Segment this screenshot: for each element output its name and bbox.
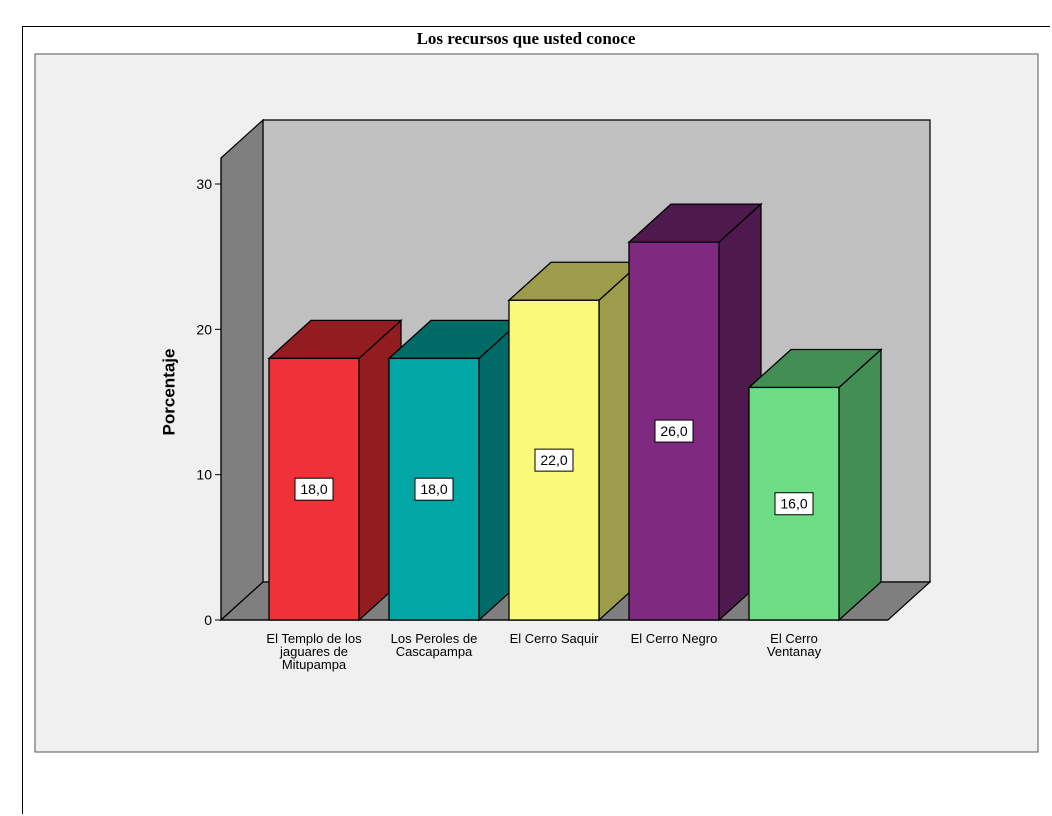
data-label-text: 16,0 — [780, 496, 807, 512]
bar: 18,0 — [267, 318, 403, 622]
data-label-box — [654, 419, 694, 443]
data-label-text: 18,0 — [300, 481, 327, 497]
y-axis-label: Porcentaje — [159, 349, 178, 436]
y-tick-label: 10 — [196, 467, 212, 483]
data-label: 16,0 — [774, 492, 814, 516]
data-label-text: 22,0 — [540, 452, 567, 468]
chart-title: Los recursos que usted conoce — [416, 29, 636, 48]
x-tick-label-line: Mitupampa — [282, 657, 347, 672]
data-label-text: 26,0 — [660, 423, 687, 439]
x-tick-label-line: Ventanay — [767, 644, 822, 659]
x-tick-label-line: El Templo de los — [266, 631, 362, 646]
data-label-box — [774, 492, 814, 516]
x-tick-label: El Templo de los jaguares de Mitupampa — [266, 631, 362, 672]
data-label-text: 18,0 — [420, 481, 447, 497]
y-tick-label: 30 — [196, 176, 212, 192]
x-tick-label-line: El Cerro Negro — [631, 631, 718, 646]
x-tick-label: El Cerro Negro — [631, 631, 718, 646]
x-tick-label-line: Los Peroles de — [391, 631, 478, 646]
side-wall — [220, 118, 264, 622]
x-axis: El Templo de los jaguares de Mitupampa Los … — [266, 631, 821, 672]
bar: 16,0 — [747, 348, 883, 622]
y-tick-label: 20 — [196, 321, 212, 337]
x-tick-label-line: jaguares de — [279, 644, 348, 659]
x-tick-label-line: Cascapampa — [396, 644, 473, 659]
bars: 18,0 18,0 22,0 26,0 16,0 — [267, 202, 883, 622]
data-label: 26,0 — [654, 419, 694, 443]
x-tick-label: Los Peroles de Cascapampa — [391, 631, 478, 659]
data-label: 18,0 — [294, 477, 334, 501]
x-tick-label-line: El Cerro Saquir — [510, 631, 600, 646]
data-label: 18,0 — [414, 477, 454, 501]
bar: 18,0 — [387, 318, 523, 622]
data-label-box — [414, 477, 454, 501]
x-tick-label: El Cerro Saquir — [510, 631, 600, 646]
data-label: 22,0 — [534, 448, 574, 472]
data-label-box — [294, 477, 334, 501]
x-tick-label-line: El Cerro — [770, 631, 818, 646]
bar: 22,0 — [507, 260, 643, 622]
bar-side — [838, 348, 882, 622]
output-frame — [22, 26, 1050, 814]
bar: 26,0 — [627, 202, 763, 622]
data-label-box — [534, 448, 574, 472]
x-tick-label: El Cerro Ventanay — [767, 631, 822, 659]
y-tick-label: 0 — [204, 612, 212, 628]
